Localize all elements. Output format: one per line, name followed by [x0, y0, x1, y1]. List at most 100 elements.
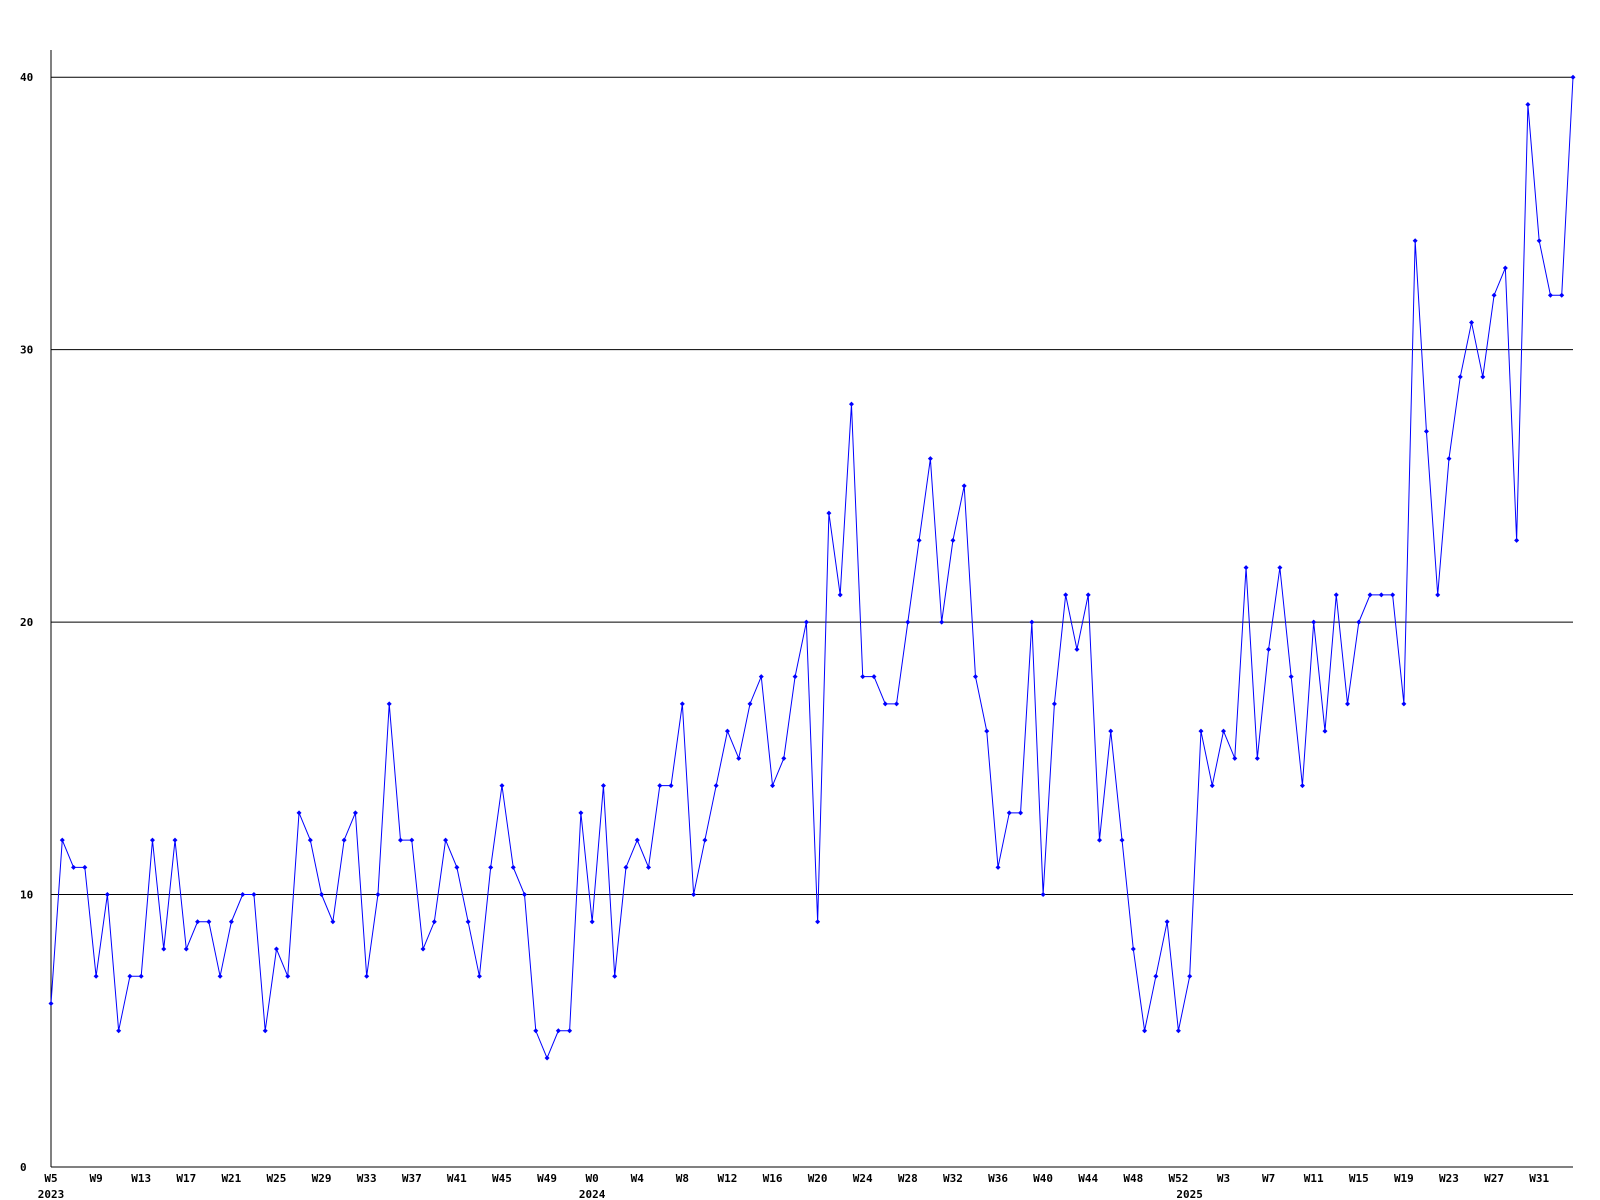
point: [1547, 292, 1553, 298]
point: [1130, 946, 1136, 952]
point: [544, 1055, 550, 1061]
point: [1514, 537, 1520, 543]
point: [488, 864, 494, 870]
point: [623, 864, 629, 870]
point: [1051, 701, 1057, 707]
point: [206, 919, 212, 925]
point: [240, 892, 246, 898]
point: [296, 810, 302, 816]
point: [1367, 592, 1373, 598]
point: [1040, 892, 1046, 898]
point: [1536, 238, 1542, 244]
point: [1198, 728, 1204, 734]
point: [1006, 810, 1012, 816]
point: [1209, 783, 1215, 789]
point: [409, 837, 415, 843]
year-label: 2024: [579, 1188, 606, 1200]
year-label: 2023: [38, 1188, 65, 1200]
point: [1480, 374, 1486, 380]
point: [1412, 238, 1418, 244]
x-tick-label: W41: [447, 1172, 467, 1185]
x-tick-label: W36: [988, 1172, 1008, 1185]
point: [262, 1028, 268, 1034]
point: [1221, 728, 1227, 734]
point: [781, 755, 787, 761]
point: [465, 919, 471, 925]
point: [251, 892, 257, 898]
point: [770, 783, 776, 789]
point: [161, 946, 167, 952]
point: [589, 919, 595, 925]
point: [330, 919, 336, 925]
point: [1559, 292, 1565, 298]
x-tick-label: W9: [89, 1172, 102, 1185]
point: [82, 864, 88, 870]
point: [1085, 592, 1091, 598]
point: [375, 892, 381, 898]
x-tick-label: W0: [586, 1172, 599, 1185]
point: [1491, 292, 1497, 298]
x-tick-label: W49: [537, 1172, 557, 1185]
point: [555, 1028, 561, 1034]
point: [1153, 973, 1159, 979]
point: [871, 674, 877, 680]
point: [1119, 837, 1125, 843]
y-tick-label: 30: [20, 344, 33, 357]
point: [499, 783, 505, 789]
point: [860, 674, 866, 680]
point: [228, 919, 234, 925]
x-tick-label: W52: [1168, 1172, 1188, 1185]
point: [352, 810, 358, 816]
x-tick-label: W44: [1078, 1172, 1098, 1185]
point: [882, 701, 888, 707]
point: [1266, 646, 1272, 652]
point: [386, 701, 392, 707]
point: [454, 864, 460, 870]
x-tick-label: W4: [631, 1172, 645, 1185]
series-line: [50, 77, 1574, 1060]
point: [510, 864, 516, 870]
point: [984, 728, 990, 734]
x-tick-label: W13: [131, 1172, 151, 1185]
x-tick-label: W27: [1484, 1172, 1504, 1185]
y-tick-label: 0: [20, 1161, 27, 1174]
point: [1435, 592, 1441, 598]
point: [1525, 101, 1531, 107]
point: [792, 674, 798, 680]
x-tick-label: W8: [676, 1172, 689, 1185]
point: [1469, 319, 1475, 325]
point: [183, 946, 189, 952]
point: [736, 755, 742, 761]
x-tick-label: W37: [402, 1172, 422, 1185]
point: [894, 701, 900, 707]
x-tick-label: W5: [44, 1172, 57, 1185]
point: [319, 892, 325, 898]
point: [273, 946, 279, 952]
point: [995, 864, 1001, 870]
point: [195, 919, 201, 925]
point: [1096, 837, 1102, 843]
point: [905, 619, 911, 625]
y-tick-label: 10: [20, 889, 33, 902]
point: [533, 1028, 539, 1034]
point: [1175, 1028, 1181, 1034]
point: [634, 837, 640, 843]
point: [578, 810, 584, 816]
point: [939, 619, 945, 625]
point: [1232, 755, 1238, 761]
x-tick-label: W28: [898, 1172, 918, 1185]
point: [1502, 265, 1508, 271]
point: [1288, 674, 1294, 680]
x-tick-label: W40: [1033, 1172, 1053, 1185]
point: [657, 783, 663, 789]
x-tick-label: W3: [1217, 1172, 1230, 1185]
point: [138, 973, 144, 979]
x-tick-label: W16: [763, 1172, 783, 1185]
y-tick-label: 40: [20, 71, 33, 84]
x-tick-label: W45: [492, 1172, 512, 1185]
point: [217, 973, 223, 979]
point: [1401, 701, 1407, 707]
point: [950, 537, 956, 543]
point: [59, 837, 65, 843]
